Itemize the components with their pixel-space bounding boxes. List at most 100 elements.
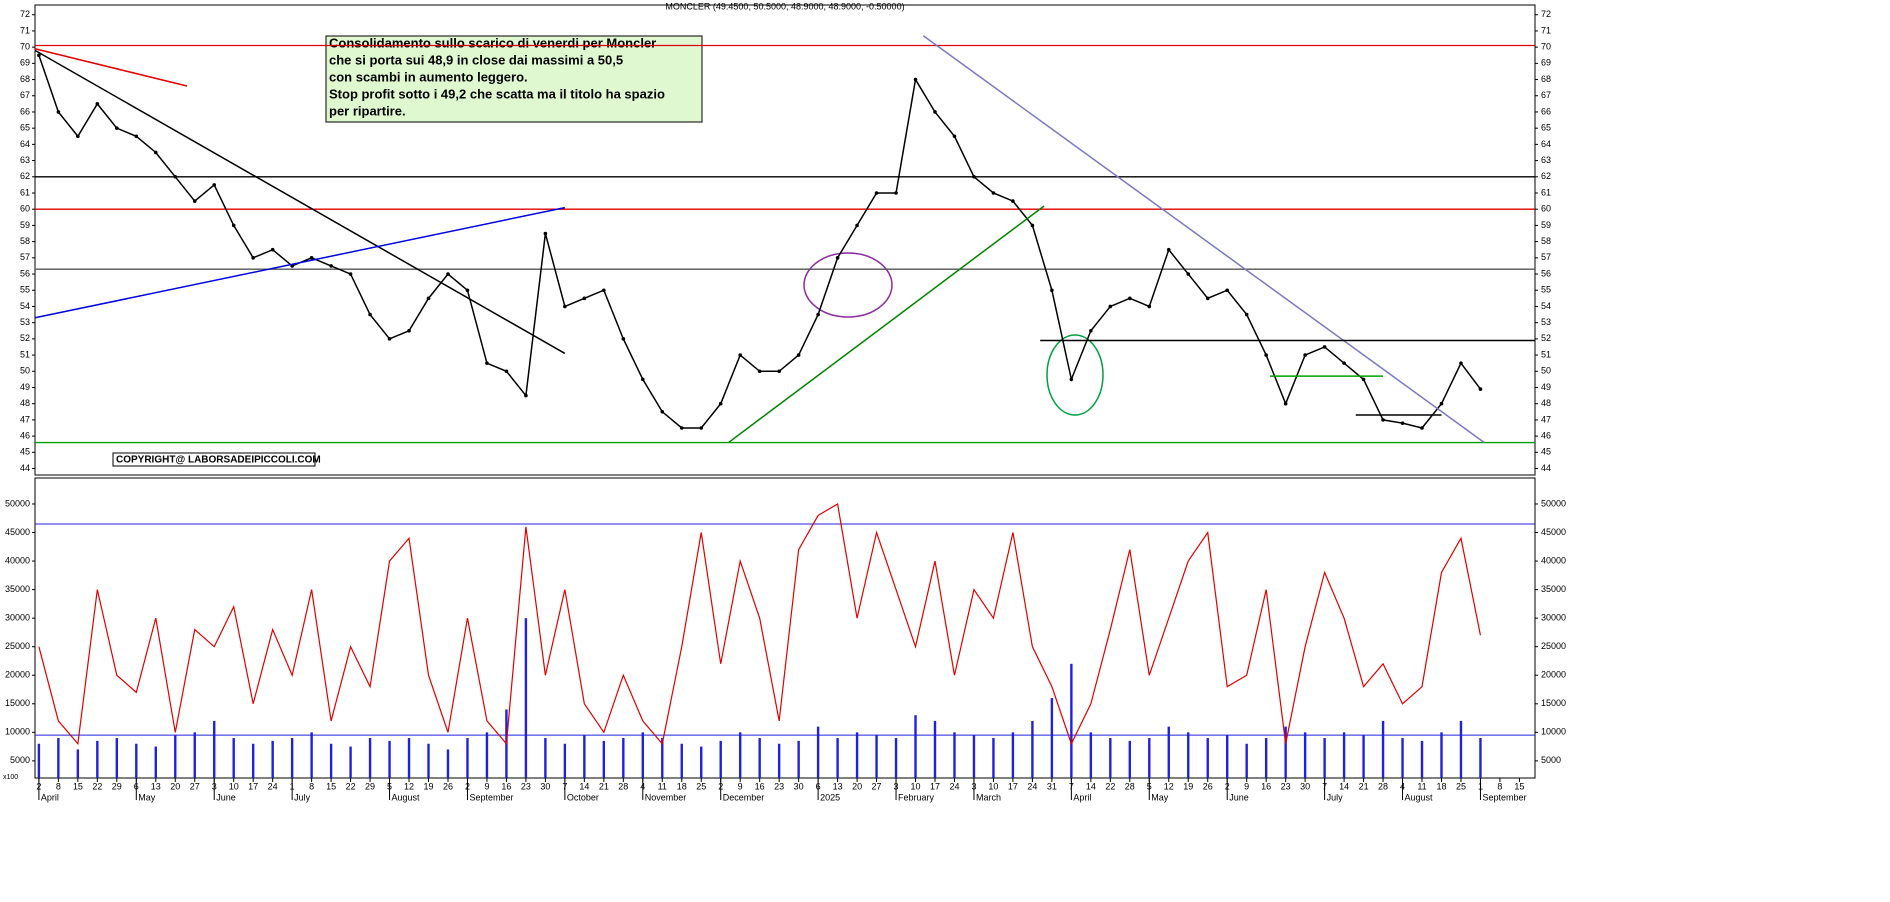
x-tick-label: 24 xyxy=(268,781,278,791)
price-point xyxy=(368,312,372,317)
volume-bar xyxy=(933,720,937,778)
price-point xyxy=(1108,304,1113,309)
price-point xyxy=(134,134,139,139)
volume-bar xyxy=(738,732,742,778)
x-tick-label: 15 xyxy=(73,781,83,791)
annotation-box xyxy=(325,35,703,123)
price-point xyxy=(582,296,587,301)
price-point xyxy=(1011,199,1015,203)
price-point xyxy=(1361,377,1366,382)
price-point xyxy=(1186,272,1191,276)
volume-bar xyxy=(1148,738,1151,778)
volume-bar xyxy=(1050,698,1054,778)
volume-bar xyxy=(563,743,567,778)
price-point xyxy=(95,102,100,106)
volume-bar xyxy=(836,738,839,778)
v-tick-label: 45000 xyxy=(1541,527,1566,537)
x-tick-label: 23 xyxy=(774,781,784,791)
x-tick-label: 30 xyxy=(540,781,550,791)
volume-bar xyxy=(524,618,528,778)
x-tick-label: 8 xyxy=(1497,781,1502,791)
volume-bar xyxy=(1089,732,1093,778)
x-tick-label: 25 xyxy=(696,781,706,791)
price-point xyxy=(1205,296,1210,301)
price-point xyxy=(329,264,333,268)
y-tick-label: 51 xyxy=(1541,349,1551,359)
price-point xyxy=(1030,223,1035,228)
x-tick-label: 22 xyxy=(346,781,356,791)
x-tick-label: 12 xyxy=(404,781,414,791)
volume-bar xyxy=(174,735,177,778)
volume-bar xyxy=(1420,740,1424,778)
volume-bar xyxy=(1479,738,1482,778)
y-tick-label: 53 xyxy=(20,317,30,327)
volume-bar xyxy=(1459,720,1463,778)
v-tick-label: 10000 xyxy=(5,727,30,737)
x-tick-label: 14 xyxy=(1086,781,1096,791)
y-tick-label: 63 xyxy=(20,155,30,165)
y-tick-label: 62 xyxy=(20,171,30,181)
price-point xyxy=(153,150,158,155)
price-point xyxy=(1128,296,1132,301)
volume-bar xyxy=(388,740,391,778)
price-point xyxy=(251,256,255,260)
volume-bar xyxy=(777,743,781,778)
price-point xyxy=(757,369,762,374)
month-label: August xyxy=(1405,792,1434,802)
volume-bar xyxy=(953,732,956,778)
volume-bar xyxy=(1303,732,1307,778)
x-tick-label: 21 xyxy=(599,781,609,791)
price-point xyxy=(640,377,645,382)
volume-bar xyxy=(135,743,138,778)
v-tick-label: 40000 xyxy=(1541,555,1566,565)
y-tick-label: 65 xyxy=(1541,123,1551,133)
v-tick-label: 35000 xyxy=(1541,584,1566,594)
volume-bar xyxy=(57,738,60,778)
volume-bar xyxy=(641,732,644,778)
price-point xyxy=(718,401,723,406)
volume-bar xyxy=(680,743,683,778)
volume-bar xyxy=(446,749,450,778)
v-tick-label: 25000 xyxy=(1541,641,1566,651)
trendline xyxy=(728,205,1045,444)
y-tick-label: 64 xyxy=(20,139,30,149)
volume-bar xyxy=(544,738,547,778)
x-tick-label: 19 xyxy=(1183,781,1193,791)
y-tick-label: 71 xyxy=(20,25,30,35)
y-tick-label: 55 xyxy=(20,285,30,295)
x-tick-label: 8 xyxy=(56,781,61,791)
y-tick-label: 72 xyxy=(20,9,30,19)
copyright: COPYRIGHT@ LABORSADEIPICCOLI.COM xyxy=(116,455,321,466)
y-tick-label: 56 xyxy=(1541,268,1551,278)
price-point xyxy=(212,183,217,187)
price-point xyxy=(991,191,996,195)
y-tick-label: 70 xyxy=(1541,42,1551,52)
y-tick-label: 48 xyxy=(1541,398,1551,408)
x-tick-label: 18 xyxy=(1436,781,1446,791)
volume-bar xyxy=(1264,738,1268,778)
x-tick-label: 9 xyxy=(484,781,489,791)
price-point xyxy=(1244,312,1249,317)
price-point xyxy=(855,223,859,228)
x-tick-label: 23 xyxy=(521,781,531,791)
y-tick-label: 55 xyxy=(1541,285,1551,295)
y-tick-label: 46 xyxy=(20,430,30,440)
price-point xyxy=(192,199,197,203)
volume-bar xyxy=(1206,738,1209,778)
x-tick-label: 19 xyxy=(423,781,433,791)
x-tick-label: 23 xyxy=(1281,781,1291,791)
y-tick-label: 69 xyxy=(1541,58,1551,68)
x-tick-label: 11 xyxy=(658,781,667,791)
v-tick-label: 20000 xyxy=(1541,670,1566,680)
price-point xyxy=(1439,401,1444,406)
v-tick-label: 30000 xyxy=(5,613,30,623)
price-point xyxy=(621,337,626,341)
v-tick-label: 5000 xyxy=(1541,755,1561,765)
volume-bar xyxy=(1031,720,1034,778)
x-tick-label: 16 xyxy=(501,781,511,791)
price-point xyxy=(874,191,879,195)
price-point xyxy=(972,174,976,179)
volume-bar xyxy=(700,746,703,778)
volume-bar xyxy=(329,743,333,778)
